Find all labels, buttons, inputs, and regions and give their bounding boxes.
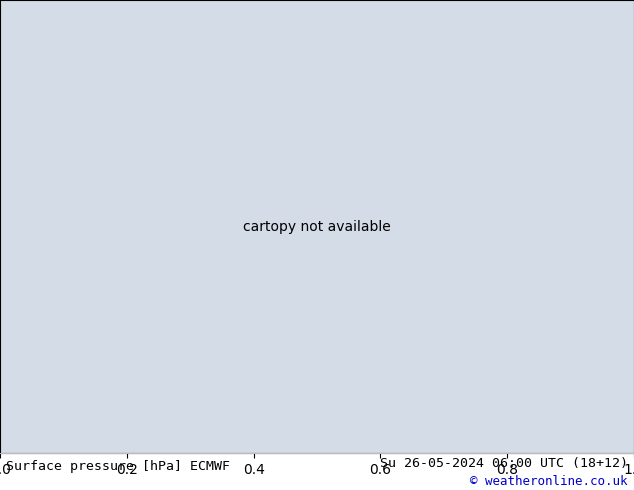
Text: Surface pressure [hPa] ECMWF: Surface pressure [hPa] ECMWF	[6, 460, 230, 473]
Text: Su 26-05-2024 06:00 UTC (18+12): Su 26-05-2024 06:00 UTC (18+12)	[380, 457, 628, 470]
Text: cartopy not available: cartopy not available	[243, 220, 391, 234]
Text: © weatheronline.co.uk: © weatheronline.co.uk	[470, 475, 628, 489]
